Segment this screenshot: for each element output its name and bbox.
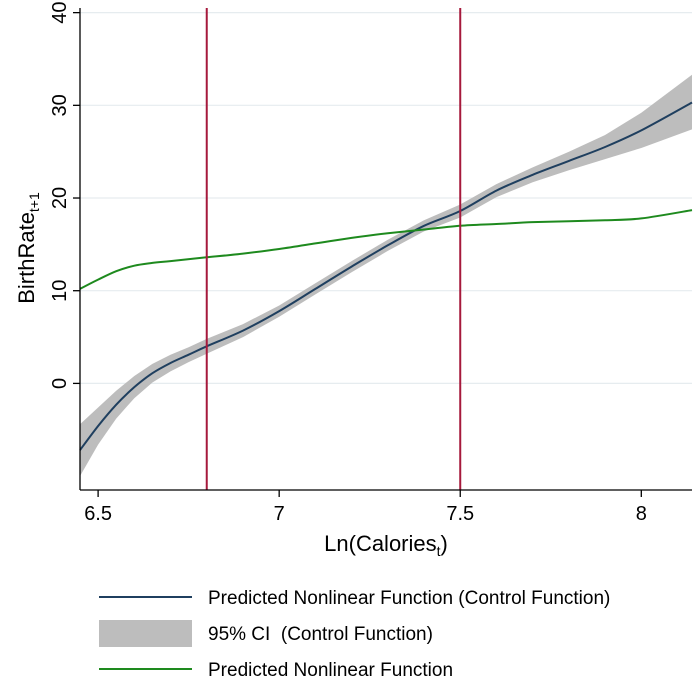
y-axis-title: BirthRatet+1 (14, 192, 42, 304)
axes (79, 8, 692, 491)
series-line-nonlinear-function (79, 209, 693, 290)
gridlines (80, 12, 692, 385)
x-axis-title: Ln(Caloriest) (324, 531, 448, 559)
series-line-control-function (79, 101, 693, 451)
x-axis-title-main: Ln(Calories (324, 531, 437, 556)
y-tick-label: 0 (49, 378, 71, 389)
x-tick-label: 7.5 (446, 503, 474, 525)
reference-lines (205, 8, 462, 490)
legend-label-nonlinear: Predicted Nonlinear Function (208, 660, 453, 681)
legend-label-control-function: Predicted Nonlinear Function (Control Fu… (208, 588, 610, 609)
x-tick-label: 6.5 (84, 503, 112, 525)
x-axis-title-close: ) (441, 531, 448, 556)
ci-band (80, 74, 692, 477)
legend-swatch-ci (99, 620, 192, 647)
y-tick-label: 40 (49, 2, 71, 24)
y-tick-label: 30 (49, 94, 71, 116)
y-ticks: 0 10 20 30 40 (49, 2, 80, 389)
x-axis-title-subscript: t (437, 543, 441, 559)
ci-band-layer (80, 74, 692, 477)
series-layer (79, 101, 693, 451)
y-axis-title-subscript: t+1 (26, 192, 42, 212)
y-axis-title-main: BirthRate (14, 212, 39, 304)
x-tick-label: 8 (636, 503, 647, 525)
y-tick-label: 10 (49, 280, 71, 302)
legend: Predicted Nonlinear Function (Control Fu… (99, 588, 610, 681)
x-tick-label: 7 (274, 503, 285, 525)
x-ticks: 6.5 7 7.5 8 (84, 490, 647, 525)
legend-label-ci: 95% CI (Control Function) (208, 624, 433, 645)
y-tick-label: 20 (49, 187, 71, 209)
